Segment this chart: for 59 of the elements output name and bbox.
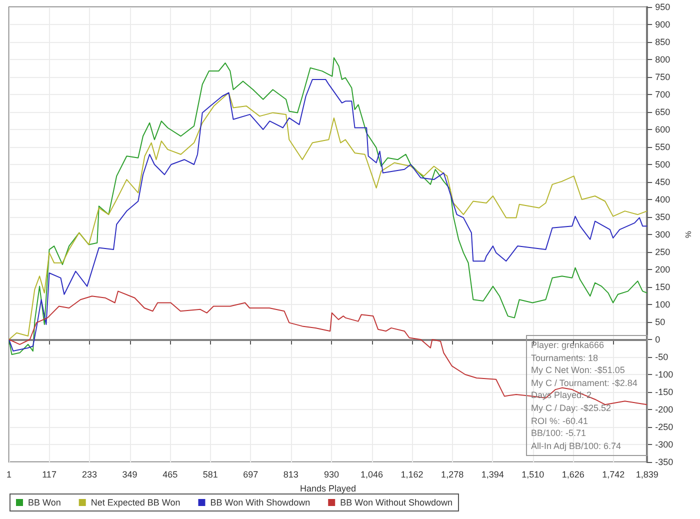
y-tick-label: 650 <box>655 107 670 117</box>
x-tick-label: 233 <box>82 470 98 480</box>
x-tick-label: 465 <box>162 470 178 480</box>
legend-label: BB Won <box>28 498 61 508</box>
annotation: My C / Day: -$25.52 <box>531 402 612 415</box>
y-tick-label: -350 <box>655 457 674 467</box>
x-tick-label: 581 <box>202 470 218 480</box>
annotation: ROI %: -60.41 <box>531 414 590 428</box>
x-tick-label: 1,510 <box>522 470 544 480</box>
x-tick-label: 117 <box>42 470 56 480</box>
annotation: All-In Adj BB/100: 6.74 <box>531 440 622 452</box>
x-tick-label: 1,394 <box>481 470 504 480</box>
y-tick-label: 700 <box>655 90 670 100</box>
y-tick-label: 0 <box>655 334 660 344</box>
y-tick-label: 950 <box>655 2 670 12</box>
y-tick-label: 550 <box>655 142 670 152</box>
x-tick-label: 1,626 <box>562 470 584 480</box>
x-tick-label: 1,046 <box>360 470 384 480</box>
y-tick-label: -150 <box>655 387 674 397</box>
annotation: My C Net Won: -$51.05 <box>531 364 626 377</box>
y-tick-label: 100 <box>655 300 670 310</box>
y-tick-label: 600 <box>655 124 670 134</box>
y-axis-title: % <box>684 230 692 238</box>
legend-label: BB Won With Showdown <box>210 498 310 508</box>
y-tick-label: -50 <box>655 352 668 362</box>
x-tick-label: 1 <box>6 470 12 480</box>
y-tick-label: 200 <box>655 264 670 274</box>
annotation: BB/100: -5.71 <box>531 427 588 440</box>
y-tick-label: -250 <box>655 422 674 432</box>
legend-label: Net Expected BB Won <box>90 498 180 508</box>
y-tick-label: 50 <box>655 317 666 327</box>
x-tick-label: 697 <box>243 470 258 480</box>
x-tick-label: 349 <box>122 470 138 480</box>
x-tick-label: 1,162 <box>400 470 424 480</box>
y-tick-label: -200 <box>655 404 674 414</box>
y-tick-label: 450 <box>655 177 670 187</box>
y-tick-label: 850 <box>655 37 670 47</box>
x-tick-label: 813 <box>283 470 298 480</box>
y-tick-label: 750 <box>655 72 670 82</box>
x-tick-label: 1,742 <box>602 470 625 480</box>
annotation: Player: grenka666 <box>531 339 606 352</box>
y-tick-label: -300 <box>655 440 674 450</box>
x-tick-label: 1,278 <box>441 470 464 480</box>
y-tick-label: 800 <box>655 54 670 64</box>
y-tick-label: -100 <box>655 370 674 380</box>
x-axis-title: Hands Played <box>300 483 356 494</box>
x-tick-label: 1,839 <box>636 470 658 480</box>
line-series <box>8 290 648 406</box>
y-tick-label: 500 <box>655 160 670 170</box>
y-tick-label: 900 <box>655 20 670 30</box>
legend-label: BB Won Without Showdown <box>340 498 452 508</box>
y-tick-label: 400 <box>655 194 670 204</box>
y-tick-label: 150 <box>655 282 670 292</box>
x-tick-label: 930 <box>324 470 340 480</box>
y-tick-label: 350 <box>655 212 670 222</box>
y-tick-label: 300 <box>655 230 670 240</box>
annotation: Tournaments: 18 <box>531 352 600 364</box>
annotation: My C / Tournament: -$2.84 <box>531 376 638 390</box>
y-tick-label: 250 <box>655 247 670 257</box>
